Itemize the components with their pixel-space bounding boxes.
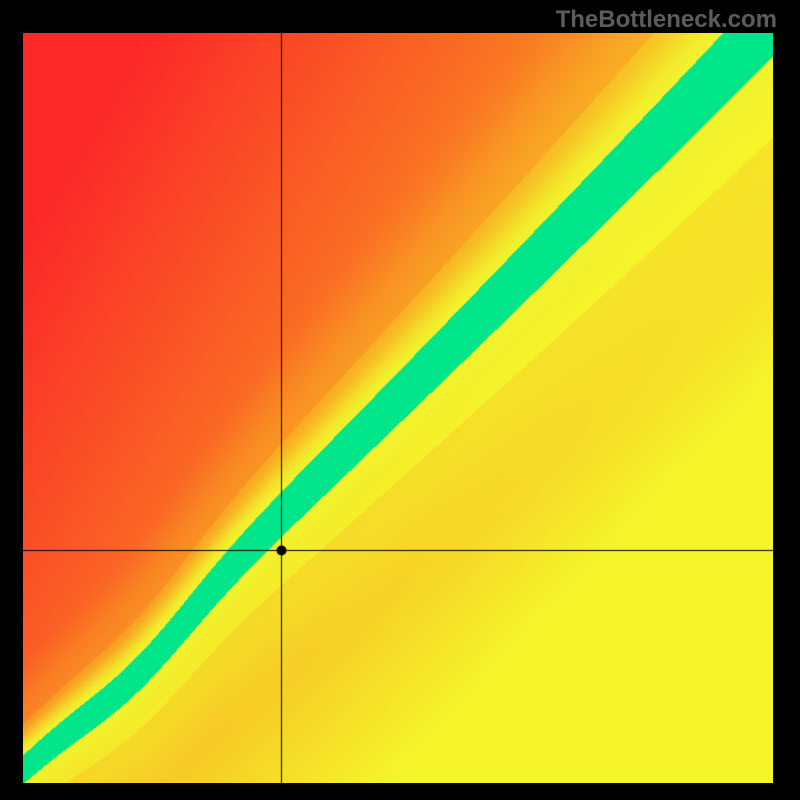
bottleneck-heatmap (23, 33, 773, 783)
watermark-text: TheBottleneck.com (556, 6, 777, 34)
chart-container: TheBottleneck.com (0, 0, 800, 800)
